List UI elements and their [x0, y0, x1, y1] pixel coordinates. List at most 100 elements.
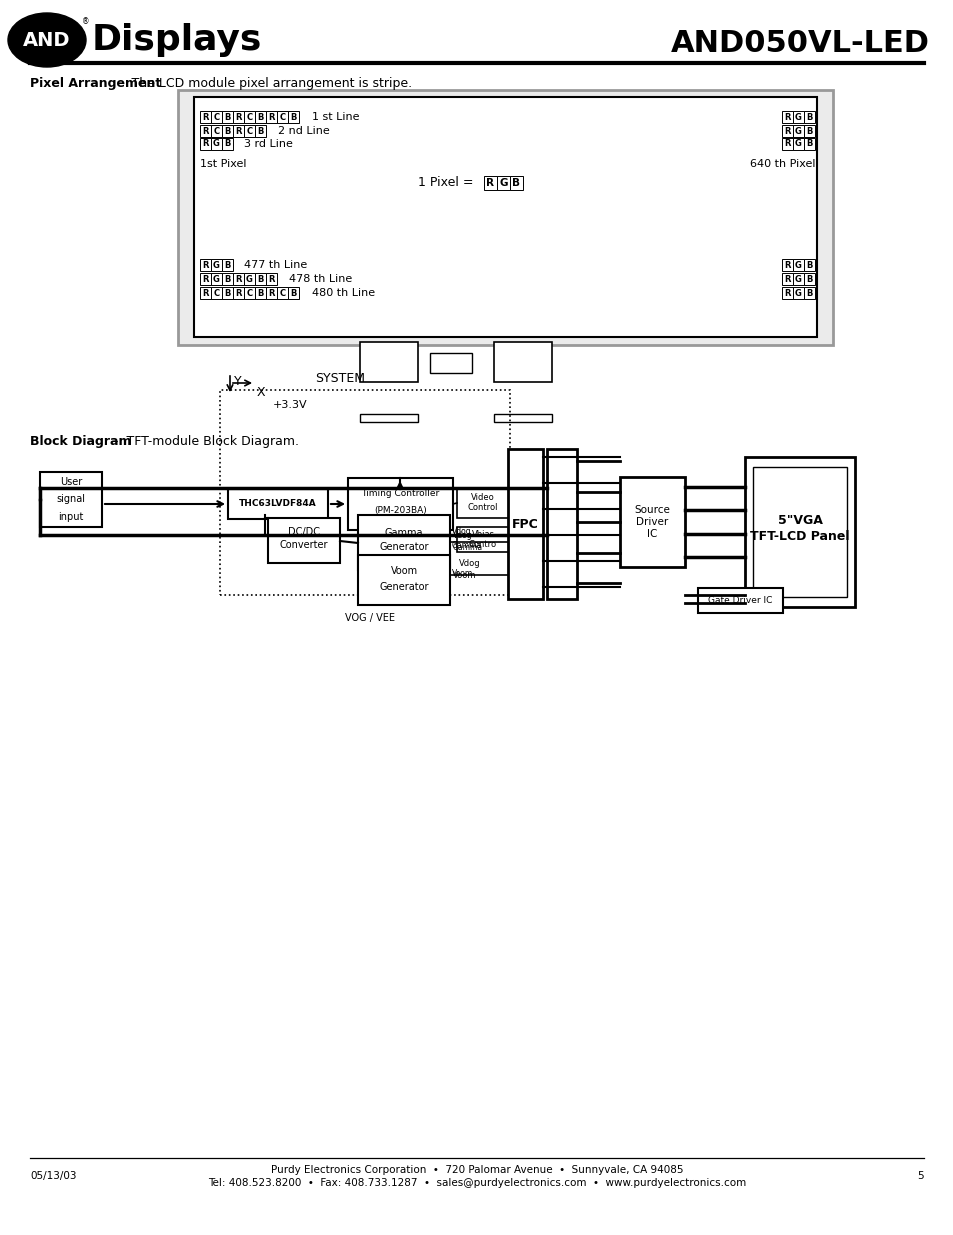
- Text: VOG / VEE: VOG / VEE: [345, 613, 395, 622]
- Bar: [40, 472, 102, 527]
- Text: B: B: [224, 112, 231, 121]
- Text: R: R: [783, 289, 790, 298]
- Bar: [698, 588, 782, 613]
- Text: C: C: [213, 289, 219, 298]
- Bar: [357, 515, 450, 571]
- Text: signal: signal: [56, 494, 86, 505]
- Bar: [781, 259, 792, 270]
- Text: FPC: FPC: [512, 517, 538, 531]
- Bar: [494, 414, 552, 422]
- Bar: [507, 450, 542, 599]
- Bar: [348, 478, 453, 530]
- Text: Video: Video: [471, 493, 495, 501]
- Text: Gamma: Gamma: [452, 541, 481, 550]
- Text: C: C: [213, 126, 219, 136]
- Bar: [276, 287, 288, 299]
- Bar: [494, 342, 552, 382]
- Text: B: B: [257, 126, 263, 136]
- Text: SYSTEM: SYSTEM: [314, 372, 365, 385]
- Bar: [200, 259, 211, 270]
- Text: -  TFT-module Block Diagram.: - TFT-module Block Diagram.: [110, 435, 298, 448]
- Text: Timing Controller: Timing Controller: [361, 489, 439, 499]
- Text: B: B: [805, 289, 812, 298]
- Bar: [268, 517, 339, 563]
- Text: G: G: [213, 140, 220, 148]
- Bar: [546, 450, 577, 599]
- Text: Voom: Voom: [453, 571, 476, 579]
- Bar: [211, 287, 222, 299]
- Text: B: B: [290, 289, 296, 298]
- Text: R: R: [235, 126, 241, 136]
- Bar: [178, 90, 832, 345]
- Text: B: B: [290, 112, 296, 121]
- Bar: [510, 177, 522, 190]
- Text: G: G: [213, 274, 220, 284]
- Text: R: R: [202, 274, 209, 284]
- Bar: [792, 259, 803, 270]
- Text: Y: Y: [233, 375, 241, 388]
- Text: C: C: [279, 289, 285, 298]
- Text: X: X: [256, 387, 265, 399]
- Text: THC63LVDF84A: THC63LVDF84A: [239, 499, 316, 509]
- Text: R: R: [202, 126, 209, 136]
- Bar: [266, 273, 276, 285]
- Bar: [200, 125, 211, 137]
- Text: B: B: [257, 274, 263, 284]
- Bar: [792, 287, 803, 299]
- Bar: [211, 138, 222, 149]
- Text: ®: ®: [82, 17, 90, 26]
- Ellipse shape: [8, 14, 86, 67]
- Text: Voom: Voom: [390, 566, 417, 576]
- Text: Driver: Driver: [636, 517, 668, 527]
- Bar: [803, 259, 814, 270]
- Bar: [359, 414, 417, 422]
- Bar: [803, 287, 814, 299]
- Text: G: G: [794, 289, 801, 298]
- Bar: [781, 287, 792, 299]
- Text: G: G: [498, 178, 507, 188]
- Text: +3.3V: +3.3V: [273, 400, 307, 410]
- Text: R: R: [235, 112, 241, 121]
- Text: G: G: [794, 140, 801, 148]
- Bar: [781, 111, 792, 124]
- Text: input: input: [58, 513, 84, 522]
- Text: B: B: [805, 261, 812, 269]
- Text: R: R: [235, 274, 241, 284]
- Bar: [193, 98, 816, 337]
- Text: C: C: [213, 112, 219, 121]
- Bar: [254, 287, 266, 299]
- Text: G: G: [246, 274, 253, 284]
- Bar: [233, 111, 244, 124]
- Text: 1 Pixel =: 1 Pixel =: [417, 177, 477, 189]
- Bar: [220, 390, 510, 595]
- Bar: [228, 489, 328, 519]
- Text: 477 th Line: 477 th Line: [244, 261, 307, 270]
- Text: R: R: [783, 261, 790, 269]
- Bar: [211, 111, 222, 124]
- Text: User: User: [60, 477, 82, 487]
- Bar: [244, 287, 254, 299]
- Text: 480 th Line: 480 th Line: [312, 288, 375, 298]
- Text: 05/13/03: 05/13/03: [30, 1171, 76, 1181]
- Text: G: G: [213, 261, 220, 269]
- Text: B: B: [257, 289, 263, 298]
- Text: Vdog: Vdog: [452, 527, 471, 536]
- Text: B: B: [805, 274, 812, 284]
- Text: AND: AND: [23, 31, 71, 49]
- Bar: [357, 555, 450, 605]
- Text: (PM-203BA): (PM-203BA): [374, 506, 426, 515]
- Text: B: B: [224, 274, 231, 284]
- Bar: [619, 477, 684, 567]
- Bar: [483, 177, 497, 190]
- Text: G: G: [794, 112, 801, 121]
- Bar: [792, 125, 803, 137]
- Text: 478 th Line: 478 th Line: [289, 274, 352, 284]
- Bar: [222, 287, 233, 299]
- Text: G: G: [794, 274, 801, 284]
- Text: C: C: [246, 112, 253, 121]
- Text: IC: IC: [647, 529, 657, 538]
- Bar: [744, 457, 854, 606]
- Text: Control: Control: [467, 504, 497, 513]
- Text: 2 nd Line: 2 nd Line: [277, 126, 330, 136]
- Text: Displays: Displays: [91, 23, 262, 57]
